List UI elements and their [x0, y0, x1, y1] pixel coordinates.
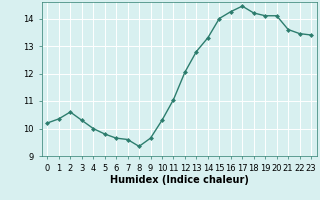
X-axis label: Humidex (Indice chaleur): Humidex (Indice chaleur): [110, 175, 249, 185]
